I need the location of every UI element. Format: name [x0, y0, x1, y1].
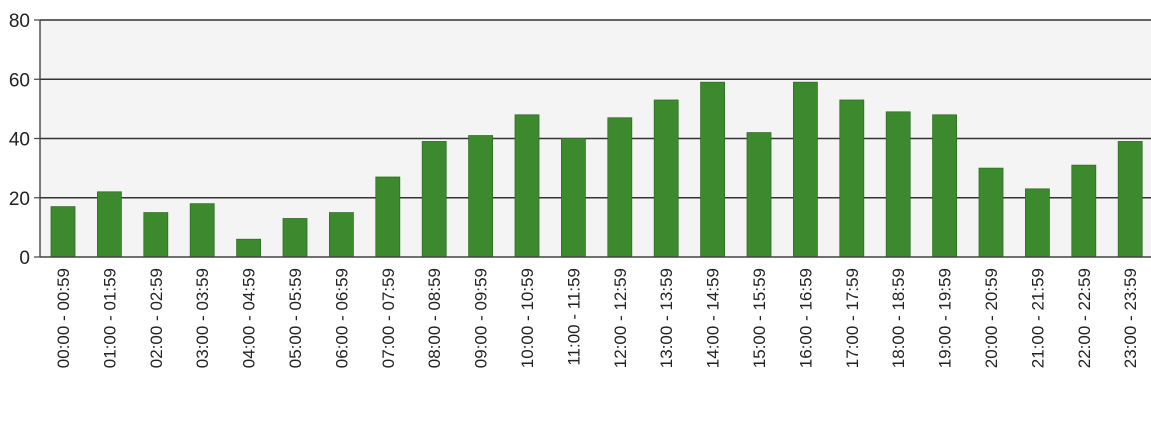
- bar-12: [607, 117, 633, 258]
- x-category-label: 01:00 - 01:59: [100, 268, 119, 368]
- bar-5: [282, 218, 308, 258]
- bars: [50, 81, 1143, 258]
- x-category-label: 02:00 - 02:59: [147, 268, 166, 368]
- bar-13: [653, 99, 679, 258]
- x-category-label: 15:00 - 15:59: [750, 268, 769, 368]
- y-tick-label: 60: [9, 70, 30, 91]
- x-category-label: 20:00 - 20:59: [982, 268, 1001, 368]
- bar-22: [1071, 164, 1097, 258]
- bar-3: [189, 203, 215, 258]
- x-category-label: 17:00 - 17:59: [843, 268, 862, 368]
- bar-23: [1117, 141, 1143, 258]
- bar-8: [421, 141, 447, 258]
- y-tick-label: 40: [9, 130, 30, 151]
- bar-17: [839, 99, 865, 258]
- x-category-label: 16:00 - 16:59: [796, 268, 815, 368]
- bar-7: [375, 176, 401, 258]
- y-tick-label: 80: [9, 11, 30, 32]
- x-category-label: 12:00 - 12:59: [611, 268, 630, 368]
- bar-14: [700, 81, 725, 258]
- bar-11: [561, 138, 586, 258]
- x-category-label: 23:00 - 23:59: [1121, 268, 1140, 368]
- x-category-label: 09:00 - 09:59: [472, 268, 491, 368]
- y-tick-label: 20: [9, 189, 30, 210]
- x-category-label: 07:00 - 07:59: [379, 268, 398, 368]
- gridlines: [40, 19, 1151, 199]
- bar-4: [236, 238, 262, 258]
- x-category-label: 14:00 - 14:59: [704, 268, 723, 368]
- bar-1: [97, 191, 122, 258]
- x-category-label: 06:00 - 06:59: [332, 268, 351, 368]
- x-category-label: 11:00 - 11:59: [564, 268, 583, 366]
- x-category-label: 04:00 - 04:59: [240, 268, 259, 368]
- x-category-label: 08:00 - 08:59: [425, 268, 444, 368]
- bar-2: [143, 212, 169, 258]
- bar-6: [328, 212, 354, 258]
- x-category-label: 13:00 - 13:59: [657, 268, 676, 368]
- bar-19: [932, 114, 957, 258]
- y-tick-label: 0: [19, 248, 30, 269]
- x-category-label: 05:00 - 05:59: [286, 268, 305, 368]
- bar-16: [793, 81, 818, 258]
- bar-0: [50, 206, 76, 258]
- x-category-label: 10:00 - 10:59: [518, 268, 537, 368]
- x-category-label: 00:00 - 00:59: [54, 268, 73, 368]
- bar-21: [1025, 188, 1050, 258]
- x-category-label: 03:00 - 03:59: [193, 268, 212, 368]
- bar-9: [468, 135, 494, 258]
- bar-18: [885, 111, 911, 258]
- bar-20: [978, 167, 1004, 258]
- y-axis-ticks: 0 20 40 60 80: [9, 11, 40, 269]
- x-category-label: 19:00 - 19:59: [936, 268, 955, 368]
- bar-15: [746, 132, 772, 258]
- x-category-label: 18:00 - 18:59: [889, 268, 908, 368]
- x-axis-labels: 00:00 - 00:59 01:00 - 01:59 02:00 - 02:59 0…: [54, 268, 1140, 368]
- x-category-label: 22:00 - 22:59: [1075, 268, 1094, 368]
- bar-10: [514, 114, 540, 258]
- x-category-label: 21:00 - 21:59: [1028, 268, 1047, 368]
